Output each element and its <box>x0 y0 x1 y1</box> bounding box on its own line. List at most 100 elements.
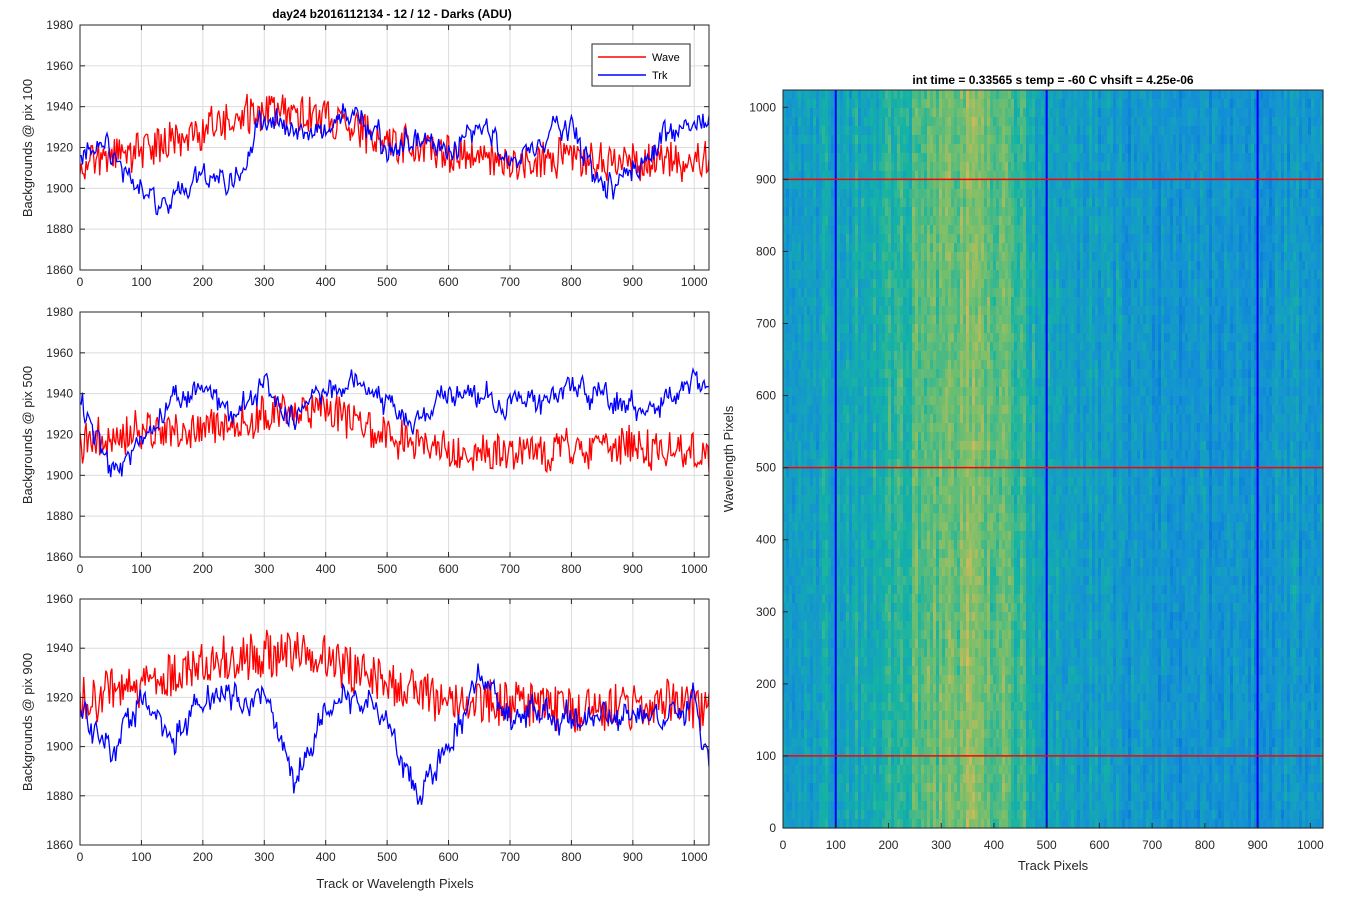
heatmap-cell <box>921 90 925 100</box>
heatmap-cell <box>948 675 952 685</box>
heatmap-cell <box>789 225 793 235</box>
heatmap-cell <box>960 666 964 676</box>
heatmap-cell <box>858 801 862 811</box>
heatmap-cell <box>789 342 793 352</box>
heatmap-cell <box>933 234 937 244</box>
heatmap-cell <box>894 648 898 658</box>
heatmap-cell <box>906 396 910 406</box>
heatmap-cell <box>939 441 943 451</box>
heatmap-cell <box>891 369 895 379</box>
heatmap-cell <box>942 198 946 208</box>
heatmap-cell <box>924 135 928 145</box>
heatmap-cell <box>894 297 898 307</box>
heatmap-cell <box>924 477 928 487</box>
heatmap-cell <box>888 333 892 343</box>
heatmap-cell <box>837 657 841 667</box>
heatmap-cell <box>858 513 862 523</box>
heatmap-cell <box>867 720 871 730</box>
heatmap-cell <box>867 819 871 829</box>
heatmap-cell <box>903 810 907 820</box>
heatmap-cell <box>915 90 919 100</box>
heatmap-cell <box>963 108 967 118</box>
heatmap-cell <box>903 270 907 280</box>
heatmap-cell <box>789 486 793 496</box>
heatmap-cell <box>900 126 904 136</box>
heatmap-cell <box>903 333 907 343</box>
heatmap-cell <box>831 819 835 829</box>
heatmap-cell <box>861 504 865 514</box>
heatmap-cell <box>840 135 844 145</box>
heatmap-cell <box>942 225 946 235</box>
heatmap-cell <box>849 549 853 559</box>
heatmap-cell <box>921 441 925 451</box>
heatmap-cell <box>879 360 883 370</box>
heatmap-cell <box>942 621 946 631</box>
heatmap-cell <box>930 378 934 388</box>
heatmap-cell <box>918 162 922 172</box>
heatmap-cell <box>900 414 904 424</box>
heatmap-cell <box>879 774 883 784</box>
heatmap-cell <box>810 612 814 622</box>
heatmap-cell <box>867 522 871 532</box>
heatmap-cell <box>798 414 802 424</box>
heatmap-cell <box>888 720 892 730</box>
heatmap-cell <box>798 369 802 379</box>
heatmap-cell <box>792 585 796 595</box>
heatmap-cell <box>852 675 856 685</box>
heatmap-cell <box>957 549 961 559</box>
heatmap-cell <box>906 270 910 280</box>
heatmap-cell <box>924 648 928 658</box>
heatmap-cell <box>942 189 946 199</box>
heatmap-cell <box>861 306 865 316</box>
heatmap-cell <box>867 603 871 613</box>
heatmap-cell <box>876 657 880 667</box>
heatmap-cell <box>804 657 808 667</box>
heatmap-cell <box>900 135 904 145</box>
heatmap-cell <box>849 135 853 145</box>
heatmap-cell <box>858 189 862 199</box>
heatmap-cell <box>906 90 910 100</box>
heatmap-cell <box>897 288 901 298</box>
heatmap-cell <box>891 585 895 595</box>
heatmap-cell <box>828 558 832 568</box>
heatmap-cell <box>816 648 820 658</box>
heatmap-cell <box>789 315 793 325</box>
heatmap-cell <box>828 783 832 793</box>
heatmap-cell <box>924 819 928 829</box>
heatmap-cell <box>786 738 790 748</box>
heatmap-cell <box>786 414 790 424</box>
heatmap-cell <box>855 288 859 298</box>
heatmap-cell <box>798 216 802 226</box>
heatmap-cell <box>888 747 892 757</box>
heatmap-cell <box>918 117 922 127</box>
heatmap-cell <box>957 369 961 379</box>
heatmap-cell <box>957 297 961 307</box>
heatmap-cell <box>807 198 811 208</box>
heatmap-cell <box>957 765 961 775</box>
heatmap-cell <box>858 648 862 658</box>
heatmap-cell <box>879 792 883 802</box>
heatmap-cell <box>801 378 805 388</box>
heatmap-cell <box>912 648 916 658</box>
heatmap-cell <box>924 414 928 424</box>
heatmap-cell <box>918 612 922 622</box>
heatmap-cell <box>792 756 796 766</box>
heatmap-cell <box>840 648 844 658</box>
heatmap-cell <box>822 819 826 829</box>
heatmap-cell <box>894 711 898 721</box>
heatmap-cell <box>789 207 793 217</box>
heatmap-cell <box>957 405 961 415</box>
heatmap-cell <box>939 513 943 523</box>
heatmap-cell <box>786 261 790 271</box>
heatmap-cell <box>792 423 796 433</box>
heatmap-cell <box>912 630 916 640</box>
heatmap-cell <box>825 657 829 667</box>
heatmap-cell <box>801 819 805 829</box>
heatmap-cell <box>951 198 955 208</box>
heatmap-cell <box>903 207 907 217</box>
heatmap-cell <box>828 261 832 271</box>
heatmap-cell <box>861 243 865 253</box>
heatmap-cell <box>894 531 898 541</box>
heatmap-cell <box>882 648 886 658</box>
heatmap-cell <box>795 99 799 109</box>
